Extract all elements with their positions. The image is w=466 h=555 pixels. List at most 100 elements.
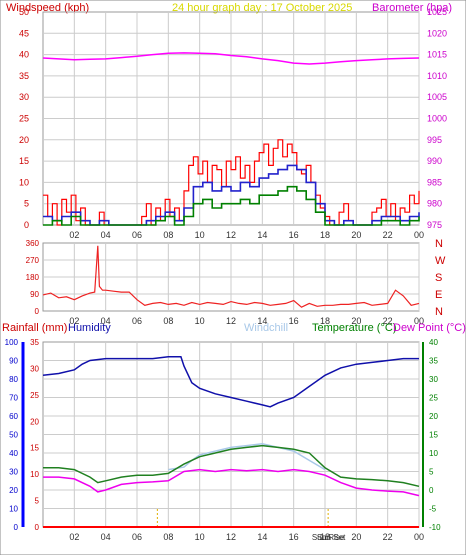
windspeed-axis-title: Windspeed (kph) (6, 2, 89, 14)
x-tick-label: 22 (383, 230, 393, 240)
humidity-tick-label: 0 (14, 523, 19, 532)
graph-title: 24 hour graph day : 17 October 2025 (172, 2, 352, 14)
rainfall-ticks: 0 5 10 15 20 25 30 35 (30, 338, 39, 532)
direction-degree-label: 0 (35, 307, 40, 316)
rainfall-tick-label: 5 (35, 497, 40, 506)
humidity-tick-label: 20 (9, 486, 18, 495)
direction-panel-grid (43, 243, 420, 311)
rainfall-tick-label: 20 (30, 417, 39, 426)
x-tick-label: 12 (226, 230, 236, 240)
barometer-tick-label: 980 (427, 199, 442, 209)
compass-label: S (435, 272, 442, 284)
x-tick-label: 16 (289, 532, 299, 542)
rainfall-axis-title: Rainfall (mm) (2, 322, 67, 334)
wind-panel-x-ticks: 02 04 06 08 10 12 14 16 18 20 22 00 (69, 230, 424, 240)
x-tick-label: 22 (383, 532, 393, 542)
humidity-axis-title: Humidity (68, 322, 111, 334)
humidity-tick-label: 90 (9, 357, 18, 366)
humidity-line (42, 356, 419, 408)
humidity-tick-label: 60 (9, 412, 18, 421)
temperature-legend: Temperature (°C) (312, 322, 396, 334)
x-tick-label: 00 (414, 316, 424, 326)
x-tick-label: 10 (195, 532, 205, 542)
rainfall-tick-label: 0 (35, 523, 40, 532)
x-tick-label: 12 (226, 532, 236, 542)
direction-panel-x-ticks: 02 04 06 08 10 12 14 16 18 20 22 00 (69, 316, 424, 326)
compass-label: E (435, 289, 442, 301)
rainfall-tick-label: 10 (30, 470, 39, 479)
windspeed-tick-label: 10 (19, 177, 29, 187)
barometer-tick-label: 1015 (427, 50, 447, 60)
x-tick-label: 06 (132, 316, 142, 326)
barometer-tick-label: 1020 (427, 28, 447, 38)
windlow-line (43, 185, 420, 226)
x-tick-label: 04 (101, 230, 111, 240)
temperature-ticks: -10 -5 0 5 10 15 20 25 30 35 40 (422, 338, 441, 532)
temperature-tick-label: 15 (429, 431, 438, 440)
windspeed-tick-label: 20 (19, 135, 29, 145)
temperature-tick-label: 0 (429, 486, 434, 495)
rainfall-tick-label: 30 (30, 364, 39, 373)
x-tick-label: 12 (226, 316, 236, 326)
temperature-tick-label: 25 (429, 394, 438, 403)
barometer-tick-label: 995 (427, 135, 442, 145)
x-tick-label: 16 (289, 230, 299, 240)
barometer-tick-label: 1010 (427, 71, 447, 81)
barometer-tick-label: 1005 (427, 92, 447, 102)
barometer-axis-title: Barometer (hpa) (372, 2, 452, 14)
humidity-tick-label: 50 (9, 431, 18, 440)
windspeed-tick-label: 25 (19, 114, 29, 124)
x-tick-label: 00 (414, 532, 424, 542)
temperature-tick-label: -5 (429, 505, 437, 514)
direction-degree-ticks: 0 90 180 270 360 (26, 239, 40, 316)
rainfall-tick-label: 15 (30, 444, 39, 453)
direction-degree-label: 180 (26, 273, 40, 282)
windspeed-tick-label: 45 (19, 28, 29, 38)
compass-label: N (435, 238, 443, 250)
wind-panel-series (42, 52, 420, 226)
x-tick-label: 02 (69, 230, 79, 240)
barometer-tick-label: 985 (427, 177, 442, 187)
direction-degree-label: 360 (26, 239, 40, 248)
windchill-legend: Windchill (244, 322, 288, 334)
x-tick-label: 02 (69, 316, 79, 326)
humidity-tick-label: 100 (5, 338, 19, 347)
windspeed-tick-label: 50 (19, 7, 29, 17)
barometer-tick-label: 990 (427, 156, 442, 166)
x-tick-label: 14 (257, 316, 267, 326)
x-tick-label: 04 (101, 532, 111, 542)
direction-degree-label: 270 (26, 256, 40, 265)
compass-label: N (435, 306, 443, 318)
sunrise-label: Sun Rise (312, 533, 345, 542)
humidity-tick-label: 80 (9, 375, 18, 384)
x-tick-label: 10 (195, 230, 205, 240)
windspeed-tick-label: 40 (19, 50, 29, 60)
windspeed-tick-label: 35 (19, 71, 29, 81)
x-tick-label: 06 (132, 532, 142, 542)
dewpoint-legend: Dew Point (°C) (393, 322, 466, 334)
x-tick-label: 06 (132, 230, 142, 240)
windspeed-tick-label: 30 (19, 92, 29, 102)
windspeed-tick-label: 0 (24, 220, 29, 230)
x-tick-label: 20 (351, 532, 361, 542)
x-tick-label: 02 (69, 532, 79, 542)
humidity-tick-label: 40 (9, 449, 18, 458)
temp-panel-series (42, 356, 420, 528)
direction-degree-label: 90 (30, 290, 39, 299)
sunset-label: Sun Set (317, 533, 346, 542)
windspeed-tick-label: 15 (19, 156, 29, 166)
windavg-line (43, 164, 420, 226)
compass-label: W (435, 255, 446, 267)
dewpoint-line (43, 468, 420, 497)
x-tick-label: 14 (257, 230, 267, 240)
x-tick-label: 16 (289, 316, 299, 326)
x-tick-label: 20 (351, 316, 361, 326)
humidity-ticks: 0 10 20 30 40 50 60 70 80 90 100 (5, 338, 19, 532)
x-tick-label: 14 (257, 532, 267, 542)
x-tick-label: 20 (351, 230, 361, 240)
x-tick-label: 18 (320, 230, 330, 240)
